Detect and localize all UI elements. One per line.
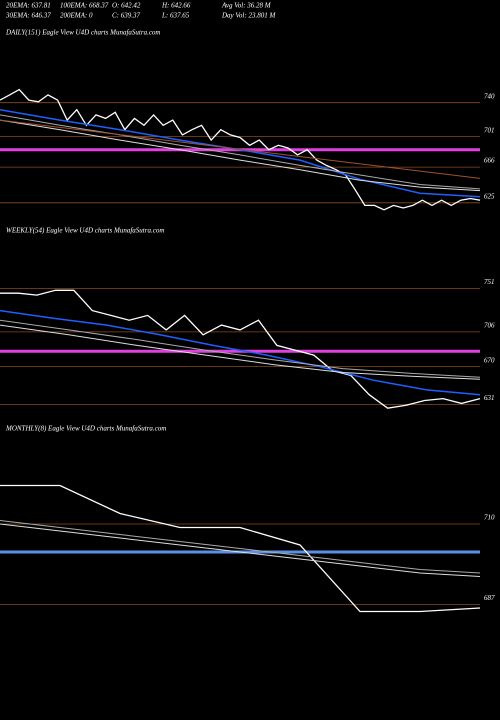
header-stat: 30EMA: 646.37 xyxy=(5,12,51,20)
price-line xyxy=(0,484,481,613)
price-line xyxy=(0,108,481,198)
y-tick-label: 625 xyxy=(484,192,495,200)
panel-title: DAILY(151) Eagle View U4D charts MunafaS… xyxy=(5,29,161,37)
price-line xyxy=(0,324,481,380)
y-tick-label: 751 xyxy=(484,278,495,286)
y-tick-label: 710 xyxy=(484,514,495,522)
panel-title: MONTHLY(8) Eagle View U4D charts MunafaS… xyxy=(5,425,166,433)
header-stat: 20EMA: 637.81 xyxy=(6,2,51,10)
price-line xyxy=(0,114,481,190)
header-stat: O: 642.42 xyxy=(112,2,141,10)
header-stat: H: 642.66 xyxy=(161,2,191,10)
header-stat: Avg Vol: 36.28 M xyxy=(221,2,272,10)
y-tick-label: 740 xyxy=(484,92,495,100)
header-stat: 100EMA: 668.37 xyxy=(60,2,109,10)
price-line xyxy=(0,523,481,577)
header-stat: L: 637.65 xyxy=(161,12,190,20)
price-line xyxy=(0,119,481,179)
y-tick-label: 701 xyxy=(484,126,495,134)
y-tick-label: 706 xyxy=(484,321,495,329)
price-line xyxy=(0,319,481,378)
header-stat: 200EMA: 0 xyxy=(60,12,93,20)
price-line xyxy=(0,289,481,409)
header-stat: C: 639.37 xyxy=(112,12,141,20)
panel-title: WEEKLY(54) Eagle View U4D charts MunafaS… xyxy=(6,227,164,235)
y-tick-label: 666 xyxy=(484,157,495,165)
y-tick-label: 687 xyxy=(484,594,495,602)
price-line xyxy=(0,119,481,192)
y-tick-label: 631 xyxy=(484,394,495,402)
price-line xyxy=(0,309,481,396)
price-line xyxy=(0,520,481,574)
price-line xyxy=(0,88,481,211)
header-stat: Day Vol: 23.801 M xyxy=(221,12,276,20)
y-tick-label: 670 xyxy=(484,356,495,364)
